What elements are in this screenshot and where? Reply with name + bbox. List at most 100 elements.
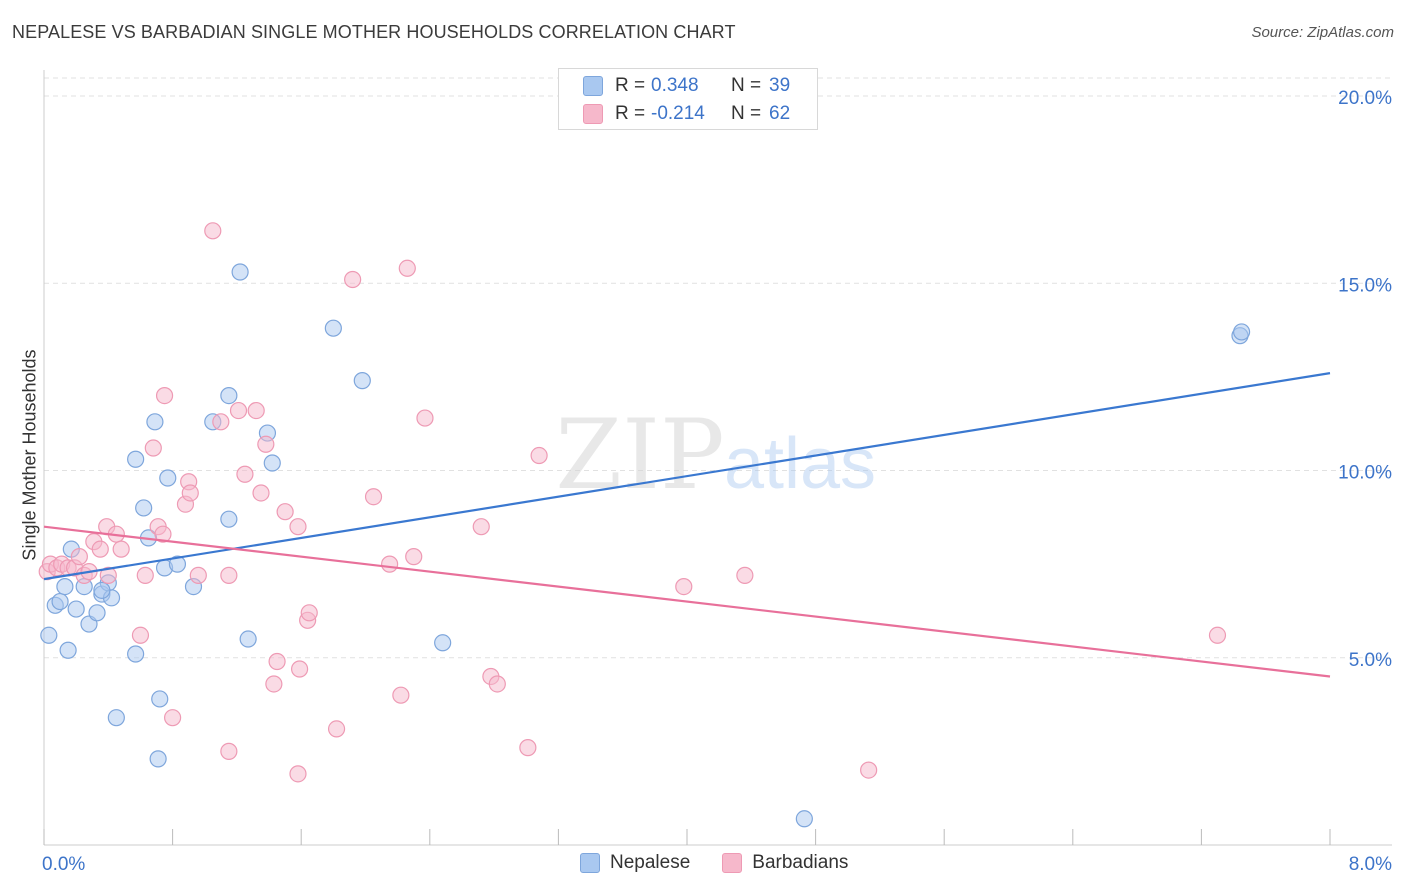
- barbadian-point: [327, 720, 346, 738]
- barbadian-point: [164, 709, 182, 727]
- barbadian-point: [154, 525, 172, 543]
- nepalese-point: [220, 510, 238, 528]
- nepalese-trend-line: [43, 372, 1331, 581]
- nepalese-point: [149, 750, 167, 768]
- n-label: N =: [731, 103, 762, 124]
- gridlines: [44, 77, 1392, 659]
- nepalese-swatch: [580, 853, 600, 873]
- nepalese-point: [159, 469, 177, 487]
- nepalese-point: [151, 690, 169, 708]
- barbadian-point: [289, 518, 307, 536]
- barbadian-point: [181, 484, 199, 502]
- nepalese-point: [324, 319, 342, 337]
- nepalese-point: [239, 630, 257, 648]
- barbadian-point: [265, 675, 283, 693]
- barbadian-point: [91, 540, 109, 558]
- barbadian-point: [155, 387, 174, 405]
- barbadian-point: [112, 540, 130, 558]
- barbadian-trend-line: [43, 525, 1331, 678]
- nepalese-point: [93, 581, 111, 599]
- y-axis-label: Single Mother Households: [19, 349, 40, 561]
- trend-lines: [43, 372, 1331, 678]
- y-tick-label: 5.0%: [1349, 650, 1392, 671]
- legend-item-nepalese: Nepalese: [580, 852, 690, 874]
- nepalese-point: [1232, 323, 1251, 341]
- source-label: Source: ZipAtlas.com: [1251, 24, 1394, 41]
- barbadians-swatch: [583, 104, 603, 124]
- barbadian-point: [276, 503, 294, 521]
- legend-row-barbadians: R = -0.214 N = 62: [583, 99, 790, 129]
- barbadian-point: [99, 566, 117, 584]
- barbadian-point: [736, 566, 754, 584]
- nepalese-point: [127, 645, 145, 663]
- barbadian-point: [675, 577, 693, 596]
- nepalese-point: [56, 577, 74, 596]
- legend-label-nepalese: Nepalese: [610, 852, 691, 873]
- nepalese-point: [220, 387, 238, 405]
- n-label: N =: [731, 75, 762, 96]
- nepalese-r-value: 0.348: [651, 75, 699, 96]
- barbadian-point: [405, 548, 423, 566]
- nepalese-point: [434, 634, 452, 652]
- nepalese-point: [51, 592, 69, 611]
- nepalese-point: [168, 555, 187, 573]
- axes: [43, 70, 1392, 846]
- barbadian-point: [1208, 626, 1227, 644]
- nepalese-point: [59, 641, 77, 659]
- barbadian-point: [252, 484, 270, 502]
- barbadian-point: [344, 270, 362, 289]
- barbadian-point: [229, 401, 248, 420]
- barbadian-point: [136, 566, 154, 584]
- nepalese-point: [146, 413, 164, 431]
- barbadians-n-value: 62: [769, 103, 791, 124]
- chart-title: NEPALESE VS BARBADIAN SINGLE MOTHER HOUS…: [12, 22, 736, 42]
- barbadian-point: [300, 604, 318, 622]
- watermark-atlas: atlas: [724, 424, 876, 504]
- nepalese-point: [88, 604, 106, 622]
- barbadian-point: [220, 566, 238, 584]
- barbadian-point: [364, 488, 383, 506]
- series-legend: Nepalese Barbadians: [580, 852, 880, 874]
- nepalese-swatch: [583, 76, 603, 96]
- r-label: R =: [615, 75, 646, 96]
- barbadian-point: [220, 742, 238, 760]
- nepalese-point: [263, 454, 281, 472]
- data-points: [38, 222, 1251, 828]
- legend-label-barbadians: Barbadians: [752, 852, 849, 873]
- nepalese-n-value: 39: [769, 75, 791, 96]
- legend-row-nepalese: R = 0.348 N = 39: [583, 71, 790, 101]
- nepalese-point: [127, 450, 145, 468]
- legend-item-barbadians: Barbadians: [722, 852, 848, 874]
- nepalese-point: [795, 810, 813, 828]
- barbadian-point: [268, 652, 286, 671]
- nepalese-point: [135, 499, 153, 517]
- r-label: R =: [615, 103, 646, 124]
- barbadian-point: [860, 761, 878, 779]
- barbadian-point: [381, 555, 399, 573]
- barbadian-point: [247, 401, 265, 420]
- barbadian-point: [530, 446, 548, 465]
- barbadian-point: [398, 259, 416, 277]
- barbadian-point: [416, 409, 434, 427]
- barbadian-point: [144, 439, 162, 457]
- nepalese-point: [107, 709, 125, 727]
- barbadian-point: [519, 739, 537, 757]
- barbadian-point: [472, 518, 490, 536]
- watermark: ZIP atlas: [555, 399, 876, 511]
- barbadian-point: [189, 566, 207, 584]
- barbadian-point: [204, 222, 222, 240]
- barbadian-point: [131, 626, 150, 644]
- nepalese-point: [353, 372, 371, 390]
- barbadian-point: [257, 435, 275, 453]
- y-tick-label: 20.0%: [1338, 88, 1392, 109]
- x-tick-label: 0.0%: [42, 854, 85, 875]
- nepalese-point: [231, 263, 249, 281]
- tick-labels: 5.0% 10.0% 15.0% 20.0% 0.0% 8.0%: [42, 88, 1392, 875]
- y-tick-label: 15.0%: [1338, 275, 1392, 296]
- barbadian-point: [392, 686, 410, 704]
- barbadian-point: [70, 548, 88, 566]
- barbadians-r-value: -0.214: [651, 103, 705, 124]
- nepalese-point: [40, 626, 58, 644]
- barbadian-point: [488, 675, 506, 693]
- barbadian-point: [290, 660, 309, 678]
